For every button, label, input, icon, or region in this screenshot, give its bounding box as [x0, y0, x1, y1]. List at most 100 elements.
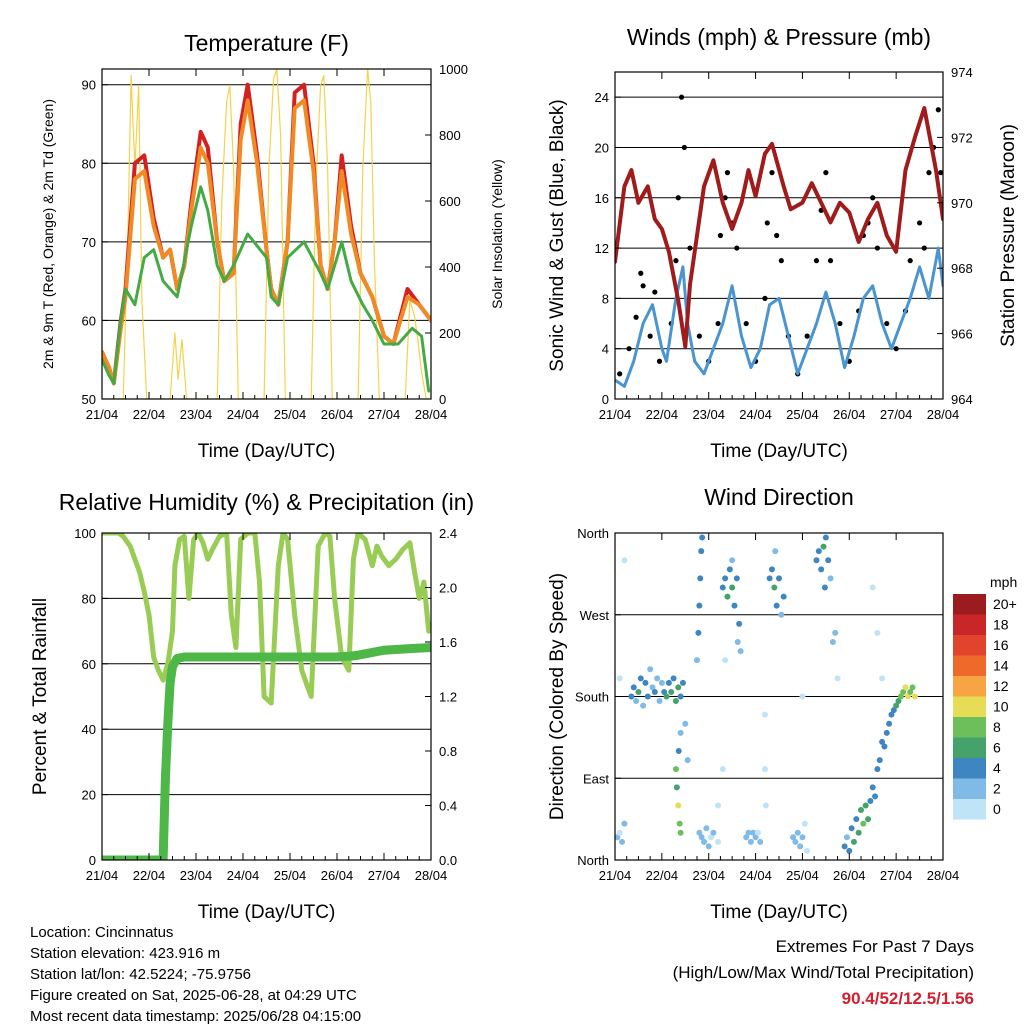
y-right-tick-label: 0.4 [439, 799, 457, 814]
direction-point [670, 675, 677, 682]
y-tick-label: 8 [602, 291, 609, 306]
direction-point [829, 639, 836, 645]
x-axis-label: Time (Day/UTC) [198, 902, 336, 923]
panel-humidity: Relative Humidity (%) & Precipitation (i… [30, 489, 474, 923]
direction-point [679, 679, 686, 686]
y-right-tick-label: 0.8 [439, 744, 457, 759]
direction-point [790, 834, 797, 841]
y-tick-label: 90 [82, 78, 96, 93]
plot-area [102, 69, 431, 399]
y-right-tick-label: 966 [951, 327, 973, 342]
direction-point [647, 666, 654, 673]
direction-point [881, 743, 888, 750]
direction-point [841, 843, 848, 850]
direction-point [729, 584, 736, 591]
direction-point [615, 834, 621, 841]
x-tick-label: 25/04 [786, 868, 819, 883]
gust-point [916, 220, 923, 226]
direction-point [799, 834, 806, 841]
direction-point [729, 557, 736, 564]
direction-point [724, 593, 731, 600]
gust-point [678, 94, 685, 100]
direction-point [640, 702, 647, 709]
y-tick-label: 0 [89, 853, 96, 868]
panel-temperature: Temperature (F) 21/04 22/04 23/04 24/04 25/04… [40, 30, 505, 462]
colorbar-label: 8 [993, 719, 1001, 735]
x-tick-label: 27/04 [880, 868, 913, 883]
direction-point [897, 693, 904, 700]
y-right-tick-label: 1.2 [439, 690, 457, 705]
direction-point [776, 575, 782, 582]
y-tick-label: South [575, 690, 609, 705]
direction-point [757, 838, 764, 845]
direction-point [804, 847, 811, 854]
direction-point [902, 684, 909, 691]
y-tick-label: 20 [82, 788, 96, 803]
speed-colorbar: mph 20+ 18 16 14 12 10 8 6 4 2 0 [953, 574, 1017, 820]
direction-point [895, 698, 902, 705]
panel-direction: Wind Direction 21/04 22/04 23/04 24/04 25/04 2… [547, 484, 1017, 923]
colorbar-label: 18 [993, 617, 1009, 633]
created-text: Figure created on Sat, 2025-06-28, at 04… [30, 987, 357, 1004]
chart-title: Wind Direction [704, 484, 854, 510]
direction-point [635, 688, 642, 695]
direction-point [684, 757, 691, 764]
y-right-tick-label: 964 [951, 392, 973, 407]
x-tick-label: 22/04 [646, 868, 679, 883]
direction-point [699, 534, 706, 541]
y-tick-label: West [580, 608, 610, 623]
location-text: Location: Cincinnatus [30, 924, 174, 941]
gust-point [675, 195, 681, 201]
colorbar-label: 10 [993, 699, 1009, 715]
direction-point [815, 548, 822, 555]
gust-point [804, 333, 810, 339]
plot-area [102, 533, 431, 860]
gust-point [764, 220, 770, 226]
direction-point [850, 838, 857, 845]
x-tick-label: 23/04 [180, 868, 213, 883]
latlon-text: Station lat/lon: 42.5224; -75.9756 [30, 966, 252, 983]
y-tick-label: 50 [82, 392, 96, 407]
direction-point [651, 688, 658, 695]
direction-point [771, 584, 778, 591]
colorbar-swatch [953, 799, 986, 820]
gust-point [813, 258, 820, 264]
extremes-title: Extremes For Past 7 Days [775, 937, 974, 956]
direction-point [677, 693, 684, 700]
direction-point [862, 802, 869, 809]
direction-point [879, 675, 886, 682]
series-line-0 [615, 106, 943, 349]
direction-point [682, 720, 689, 727]
direction-point [672, 766, 679, 773]
x-tick-label: 22/04 [646, 407, 679, 422]
gust-point [734, 245, 740, 251]
gust-point [647, 333, 653, 339]
x-axis-label: Time (Day/UTC) [710, 441, 848, 462]
y-right-tick-label: 2.4 [439, 526, 457, 541]
colorbar-swatch [953, 614, 986, 635]
colorbar-swatch [953, 676, 986, 697]
colorbar-label: 6 [993, 740, 1001, 756]
direction-point [768, 566, 775, 573]
x-tick-label: 23/04 [692, 868, 725, 883]
direction-point [860, 820, 867, 827]
plot-area [615, 534, 918, 854]
direction-point [911, 693, 918, 700]
gust-point [823, 170, 829, 176]
direction-point [822, 534, 829, 541]
extremes-values: 90.4/52/12.5/1.56 [841, 989, 974, 1008]
direction-point [773, 602, 780, 609]
gust-point [640, 283, 646, 289]
y-right-tick-label: 974 [951, 65, 973, 80]
gust-point [715, 320, 721, 327]
x-tick-label: 24/04 [739, 407, 772, 422]
direction-point [733, 575, 740, 582]
x-tick-label: 27/04 [368, 868, 401, 883]
direction-point [722, 657, 729, 664]
gust-point [827, 258, 834, 264]
direction-point [616, 675, 623, 682]
direction-point [904, 693, 911, 700]
series-line-1 [615, 246, 943, 388]
gust-point [687, 245, 693, 251]
direction-point [780, 593, 787, 600]
